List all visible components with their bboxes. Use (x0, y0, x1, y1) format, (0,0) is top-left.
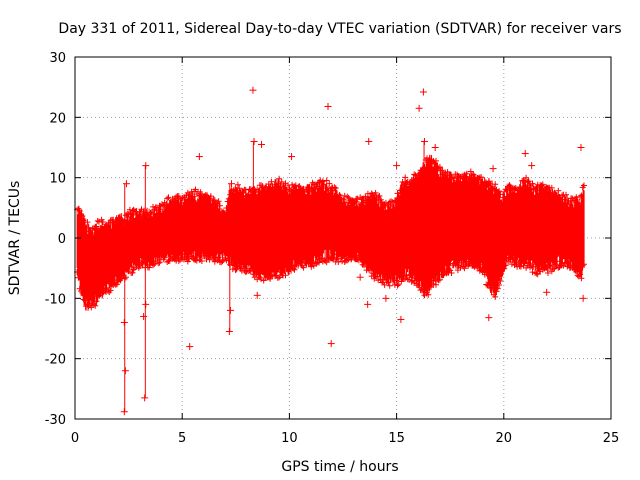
y-tick-label: 20 (49, 111, 66, 126)
x-tick-label: 25 (603, 431, 620, 446)
data-point (415, 104, 423, 112)
y-tick-label: 0 (58, 232, 66, 247)
data-point (577, 144, 585, 151)
y-axis-title: SDTVAR / TECUs (7, 181, 23, 296)
chart-title: Day 331 of 2011, Sidereal Day-to-day VTE… (58, 21, 621, 37)
y-tick-label: 30 (49, 51, 66, 66)
data-point (364, 300, 372, 308)
y-tick-label: 10 (49, 172, 66, 187)
data-band (76, 154, 585, 311)
y-tick-label: -30 (45, 413, 66, 428)
data-point (195, 153, 203, 161)
x-tick-label: 15 (388, 431, 405, 446)
x-tick-label: 5 (178, 431, 186, 446)
data-point (226, 306, 234, 314)
data-point (288, 153, 296, 161)
data-point (249, 86, 257, 94)
ticks: -30 -20 -10 0 10 20 30 0 5 10 15 20 25 (45, 51, 620, 446)
data-point (543, 288, 551, 296)
data-point (393, 162, 401, 170)
data-point (250, 137, 258, 145)
data-point (528, 162, 536, 170)
x-tick-label: 20 (496, 431, 513, 446)
data-point (327, 340, 335, 348)
data-series (74, 86, 587, 416)
data-point (186, 343, 194, 351)
x-tick-label: 10 (281, 431, 298, 446)
data-point (521, 150, 529, 158)
data-point (141, 394, 149, 402)
data-point (253, 291, 261, 299)
data-point (382, 294, 390, 302)
y-tick-label: -20 (45, 353, 66, 368)
x-axis-title: GPS time / hours (281, 459, 398, 475)
data-point (228, 180, 236, 188)
data-point (579, 294, 587, 302)
data-point (485, 314, 493, 322)
data-point (397, 315, 405, 323)
data-point (258, 140, 266, 148)
data-point (122, 180, 130, 188)
x-tick-label: 0 (71, 431, 79, 446)
data-point (365, 137, 373, 145)
data-point (419, 88, 427, 96)
data-point (324, 102, 332, 110)
y-tick-label: -10 (45, 292, 66, 307)
data-point (140, 312, 148, 320)
data-point (356, 273, 364, 281)
data-point (121, 367, 129, 375)
data-band-edge-markers (74, 155, 587, 311)
data-point (431, 144, 439, 151)
data-point (489, 165, 497, 173)
